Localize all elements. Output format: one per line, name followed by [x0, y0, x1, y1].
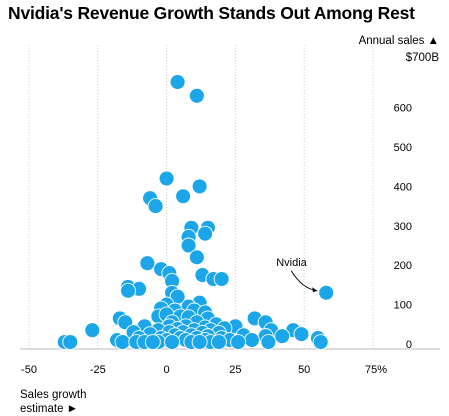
- y-tick-label: 400: [394, 181, 412, 193]
- x-axis-label: Sales growth estimate ►: [20, 388, 86, 416]
- data-point: [188, 249, 205, 266]
- x-tick-labels: -50 -25 0 25 50 75%: [21, 364, 387, 376]
- data-point: [312, 334, 329, 350]
- data-point: [164, 334, 181, 350]
- data-point: [188, 87, 205, 104]
- annotations: Nvidia: [276, 257, 318, 293]
- data-point: [191, 178, 208, 195]
- x-axis-label-line-1: Sales growth: [20, 389, 87, 401]
- data-point: [318, 284, 335, 301]
- data-point: [158, 170, 175, 187]
- data-point: [293, 326, 310, 343]
- y-axis-label: Annual sales ▲ $700B: [359, 33, 439, 67]
- annotation-label: Nvidia: [276, 257, 307, 269]
- data-point: [120, 282, 137, 299]
- x-tick-label: -25: [90, 364, 106, 376]
- data-point: [260, 334, 277, 350]
- y-tick-label: 200: [394, 260, 412, 272]
- y-tick-label: 0: [406, 339, 412, 351]
- chart-title: Nvidia's Revenue Growth Stands Out Among…: [8, 3, 415, 23]
- data-point: [213, 271, 230, 287]
- data-point: [230, 334, 247, 350]
- data-point: [114, 334, 131, 350]
- y-tick-label: 500: [394, 142, 412, 154]
- x-tick-label: 50: [298, 364, 310, 376]
- data-point: [169, 74, 186, 90]
- data-point: [191, 334, 208, 350]
- y-tick-label: 100: [394, 300, 412, 312]
- data-points: [56, 74, 335, 350]
- x-tick-label: 25: [229, 364, 241, 376]
- data-point: [243, 332, 260, 349]
- y-tick-labels: 0 100 200 300 400 500 600: [394, 103, 412, 351]
- x-tick-label: 75%: [365, 364, 387, 376]
- data-point: [197, 225, 214, 242]
- data-point: [144, 334, 161, 350]
- y-axis-label-line-2: $700B: [405, 52, 439, 64]
- data-point: [147, 198, 164, 215]
- annotation-arrowhead: [312, 287, 318, 293]
- x-tick-label: -50: [21, 364, 37, 376]
- data-point: [139, 255, 156, 272]
- data-point: [84, 322, 101, 339]
- y-tick-label: 600: [394, 103, 412, 115]
- data-point: [175, 188, 192, 205]
- x-axis-label-line-2: estimate ►: [20, 403, 79, 415]
- y-axis-label-line-1: Annual sales ▲: [358, 35, 439, 47]
- grid-lines: [20, 45, 440, 350]
- x-tick-label: 0: [164, 364, 170, 376]
- y-tick-label: 300: [394, 221, 412, 233]
- data-point: [180, 237, 197, 254]
- data-point: [274, 328, 291, 345]
- data-point: [62, 334, 79, 350]
- data-point: [210, 334, 227, 350]
